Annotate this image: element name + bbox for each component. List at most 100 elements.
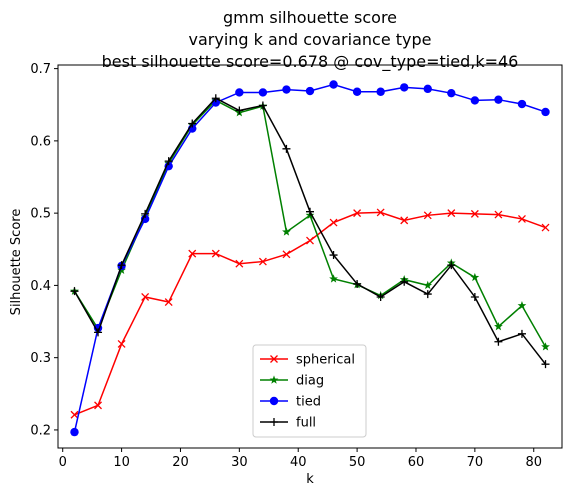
data-point-full (423, 290, 432, 299)
data-point-full (164, 157, 173, 166)
data-point-tied (329, 80, 338, 89)
data-point-spherical (258, 257, 267, 266)
data-point-spherical (188, 249, 197, 258)
data-point-full (282, 144, 291, 153)
data-point-tied (447, 88, 456, 98)
x-tick-label: 20 (172, 455, 189, 470)
x-tick-label: 80 (525, 455, 542, 470)
data-point-full (329, 251, 338, 260)
data-point-tied (305, 86, 315, 96)
x-tick-label: 0 (59, 455, 67, 470)
data-point-full (258, 101, 267, 110)
data-point-diag (423, 280, 433, 290)
data-point-full (470, 292, 479, 301)
data-point-full (306, 207, 314, 216)
y-tick-label: 0.5 (30, 207, 51, 222)
title-line-1: gmm silhouette score (223, 8, 397, 27)
data-point-tied (235, 88, 244, 97)
data-point-diag (494, 322, 503, 331)
x-tick-label: 40 (290, 455, 307, 470)
data-point-diag (541, 342, 550, 351)
data-point-diag (329, 274, 338, 283)
data-point-full (211, 94, 220, 103)
y-axis-label: Silhouette Score (9, 209, 24, 316)
legend-box (252, 344, 367, 438)
title-line-3: best silhouette score=0.678 @ cov_type=t… (102, 52, 519, 72)
data-point-spherical (141, 293, 150, 301)
data-point-spherical (282, 250, 291, 259)
data-point-spherical (470, 209, 479, 218)
chart-title: gmm silhouette score varying k and covar… (102, 8, 519, 72)
y-tick-label: 0.3 (30, 351, 51, 366)
legend-marker-spherical (270, 355, 278, 363)
data-point-spherical (306, 236, 314, 245)
data-point-tied (494, 95, 503, 104)
data-point-tied (423, 84, 432, 94)
legend-label-spherical: spherical (296, 353, 355, 368)
x-tick-label: 30 (231, 455, 248, 470)
legend-marker-diag (269, 375, 279, 384)
data-point-spherical (541, 223, 550, 232)
series-line-full (73, 97, 547, 365)
data-point-full (117, 261, 126, 270)
data-point-full (400, 277, 409, 286)
data-point-full (376, 292, 385, 301)
data-point-diag (517, 301, 527, 310)
data-point-spherical (211, 249, 220, 258)
series-diag (70, 95, 550, 351)
data-point-full (353, 279, 362, 288)
data-point-spherical (518, 214, 526, 223)
data-point-tied (470, 96, 480, 105)
data-point-spherical (423, 211, 432, 220)
data-point-full (94, 328, 103, 337)
series-spherical (70, 208, 550, 419)
data-point-tied (70, 427, 79, 437)
x-tick-label: 10 (113, 455, 130, 470)
title-line-2: varying k and covariance type (189, 30, 432, 49)
x-tick-label: 60 (408, 455, 425, 470)
data-point-tied (282, 85, 291, 94)
legend-marker-tied (269, 396, 279, 406)
data-point-spherical (329, 218, 338, 227)
data-point-diag (282, 227, 291, 236)
data-point-spherical (235, 259, 244, 268)
y-tick-label: 0.4 (30, 279, 51, 294)
series-full (70, 94, 550, 369)
data-point-full (517, 329, 526, 338)
legend-label-diag: diag (296, 374, 324, 389)
data-point-tied (400, 83, 409, 92)
data-point-full (141, 209, 150, 218)
data-point-spherical (494, 210, 503, 219)
data-point-tied (376, 87, 385, 96)
data-point-full (494, 337, 503, 346)
data-point-full (188, 119, 197, 128)
data-point-full (541, 360, 550, 369)
data-point-spherical (164, 298, 173, 306)
data-point-tied (352, 87, 362, 96)
data-point-full (447, 261, 456, 270)
data-point-spherical (117, 339, 126, 348)
legend-label-tied: tied (296, 395, 321, 410)
y-tick-label: 0.2 (30, 423, 51, 438)
data-point-spherical (70, 410, 79, 419)
data-point-spherical (353, 209, 362, 218)
y-tick-label: 0.7 (30, 62, 51, 77)
x-tick-label: 50 (349, 455, 366, 470)
x-tick-label: 70 (467, 455, 484, 470)
data-point-full (70, 287, 79, 296)
y-tick-label: 0.6 (30, 134, 51, 149)
legend-marker-full (270, 418, 278, 426)
data-point-diag (470, 272, 480, 282)
data-point-spherical (400, 216, 409, 225)
data-point-tied (258, 88, 268, 97)
data-point-full (235, 106, 244, 115)
data-point-spherical (94, 401, 102, 410)
x-axis-label: k (306, 472, 314, 487)
legend: spherical diag tied full (252, 344, 367, 438)
data-point-spherical (447, 209, 456, 218)
series-line-diag (73, 99, 547, 348)
data-point-tied (541, 107, 550, 117)
legend-label-full: full (296, 416, 316, 431)
data-point-tied (517, 99, 527, 109)
